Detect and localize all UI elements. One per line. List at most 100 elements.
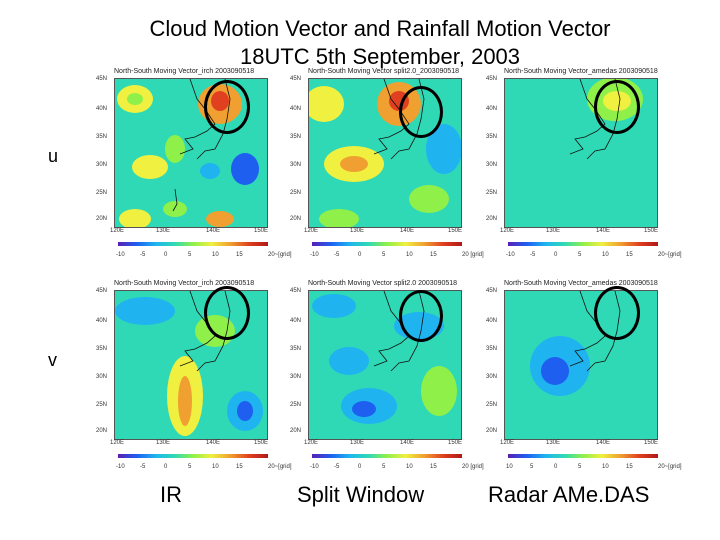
colorbar-unit: 20~[grid] bbox=[268, 252, 292, 258]
lat-label: 45N bbox=[486, 288, 498, 294]
lon-label: 130E bbox=[546, 440, 561, 446]
highlight-circle bbox=[204, 286, 250, 340]
colorbar-tick: -10 bbox=[310, 464, 319, 470]
lon-label: 120E bbox=[500, 228, 515, 234]
colorbar-tick: 5 bbox=[578, 252, 582, 258]
panel-u-radar: North-South Moving Vector_amedas 2003090… bbox=[486, 68, 686, 273]
lat-label: 40N bbox=[290, 106, 302, 112]
lon-label: 150E bbox=[254, 228, 269, 234]
colorbar-unit: 20 [grid] bbox=[462, 252, 484, 258]
colorbar-tick: 5 bbox=[382, 464, 386, 470]
colorbar bbox=[312, 242, 462, 246]
contour-map bbox=[114, 78, 268, 228]
panel-u-ir: North-South Moving Vector_irch 200309051… bbox=[96, 68, 296, 273]
lat-label: 40N bbox=[96, 106, 108, 112]
colorbar-tick: 0 bbox=[164, 464, 168, 470]
lat-label: 30N bbox=[290, 162, 302, 168]
colorbar-tick: 10 bbox=[602, 464, 609, 470]
lat-label: 25N bbox=[486, 402, 498, 408]
colorbar bbox=[508, 242, 658, 246]
chart-title-line2: 18UTC 5th September, 2003 bbox=[239, 44, 521, 69]
lat-label: 45N bbox=[486, 76, 498, 82]
chart-title-line1: Cloud Motion Vector and Rainfall Motion … bbox=[149, 16, 611, 41]
colorbar-tick: 10 bbox=[406, 252, 413, 258]
lat-label: 35N bbox=[290, 346, 302, 352]
panel-title: North-South Moving Vector_irch 200309051… bbox=[114, 280, 255, 287]
lat-label: 40N bbox=[486, 106, 498, 112]
lat-label: 20N bbox=[96, 216, 108, 222]
lat-label: 40N bbox=[486, 318, 498, 324]
lat-label: 45N bbox=[290, 76, 302, 82]
lat-label: 20N bbox=[96, 428, 108, 434]
colorbar-tick: -10 bbox=[506, 252, 515, 258]
lon-label: 130E bbox=[156, 440, 171, 446]
lat-label: 20N bbox=[486, 216, 498, 222]
lon-label: 150E bbox=[644, 440, 659, 446]
lat-label: 35N bbox=[486, 134, 498, 140]
lon-label: 140E bbox=[596, 440, 611, 446]
colorbar bbox=[508, 454, 658, 458]
lat-label: 45N bbox=[290, 288, 302, 294]
lat-label: 40N bbox=[96, 318, 108, 324]
colorbar-tick: 15 bbox=[626, 464, 633, 470]
row-label-v: v bbox=[48, 350, 57, 370]
colorbar-tick: 15 bbox=[430, 252, 437, 258]
colorbar-tick: 5 bbox=[530, 464, 534, 470]
contour-map bbox=[114, 290, 268, 440]
highlight-circle bbox=[594, 80, 640, 134]
colorbar-tick: 15 bbox=[236, 252, 243, 258]
lon-label: 140E bbox=[400, 440, 415, 446]
lat-label: 25N bbox=[486, 190, 498, 196]
colorbar-tick: 0 bbox=[554, 252, 558, 258]
lat-label: 30N bbox=[290, 374, 302, 380]
lat-label: 25N bbox=[96, 190, 108, 196]
colorbar-tick: 10 bbox=[212, 464, 219, 470]
lon-label: 150E bbox=[448, 440, 463, 446]
colorbar-tick: -5 bbox=[334, 252, 340, 258]
lon-label: 130E bbox=[350, 228, 365, 234]
highlight-circle bbox=[204, 80, 250, 134]
lon-label: 130E bbox=[546, 228, 561, 234]
lon-label: 140E bbox=[596, 228, 611, 234]
colorbar-tick: -5 bbox=[140, 252, 146, 258]
panel-title: North-South Moving Vector_amedas 2003090… bbox=[504, 280, 658, 287]
lon-label: 130E bbox=[156, 228, 171, 234]
panel-title: North-South Moving Vector_irch 200309051… bbox=[114, 68, 255, 75]
highlight-circle bbox=[594, 286, 640, 340]
colorbar-tick: 5 bbox=[578, 464, 582, 470]
colorbar-tick: 15 bbox=[430, 464, 437, 470]
lat-label: 35N bbox=[96, 134, 108, 140]
lon-label: 150E bbox=[448, 228, 463, 234]
colorbar-tick: -10 bbox=[116, 464, 125, 470]
lon-label: 130E bbox=[350, 440, 365, 446]
lat-label: 45N bbox=[96, 288, 108, 294]
lat-label: 20N bbox=[290, 428, 302, 434]
lon-label: 120E bbox=[110, 228, 125, 234]
lon-label: 120E bbox=[110, 440, 125, 446]
colorbar-unit: 20~[grid] bbox=[658, 464, 682, 470]
lat-label: 25N bbox=[290, 402, 302, 408]
colorbar-tick: 5 bbox=[188, 464, 192, 470]
lon-label: 150E bbox=[644, 228, 659, 234]
lat-label: 45N bbox=[96, 76, 108, 82]
colorbar-tick: 5 bbox=[188, 252, 192, 258]
lat-label: 20N bbox=[290, 216, 302, 222]
column-label-ir: IR bbox=[160, 482, 182, 507]
lat-label: 40N bbox=[290, 318, 302, 324]
lat-label: 35N bbox=[486, 346, 498, 352]
colorbar bbox=[312, 454, 462, 458]
colorbar-tick: 0 bbox=[358, 464, 362, 470]
panel-title: North-South Moving Vector split2.0_20030… bbox=[308, 68, 459, 75]
lat-label: 30N bbox=[96, 374, 108, 380]
colorbar-unit: 20~[grid] bbox=[268, 464, 292, 470]
lat-label: 30N bbox=[96, 162, 108, 168]
row-label-u: u bbox=[48, 146, 59, 166]
colorbar bbox=[118, 242, 268, 246]
colorbar-tick: 10 bbox=[212, 252, 219, 258]
colorbar-tick: 0 bbox=[554, 464, 558, 470]
colorbar-tick: -10 bbox=[310, 252, 319, 258]
lat-label: 30N bbox=[486, 162, 498, 168]
lat-label: 30N bbox=[486, 374, 498, 380]
panel-u-split: North-South Moving Vector split2.0_20030… bbox=[290, 68, 490, 273]
panel-v-split: North-South Moving Vector split2.0 20030… bbox=[290, 280, 490, 485]
